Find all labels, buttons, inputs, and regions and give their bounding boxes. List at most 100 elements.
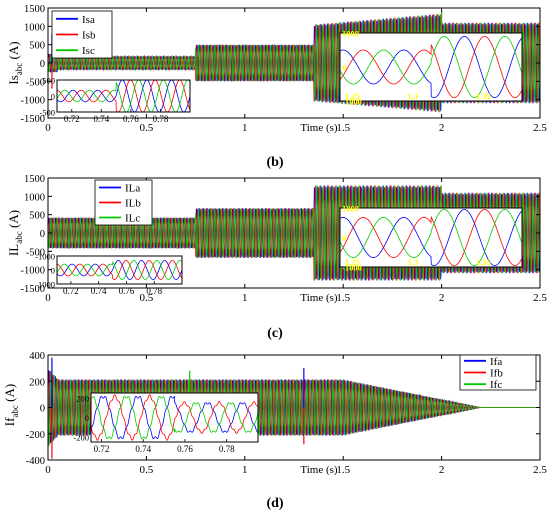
panel-2-inset-0-xtick-label: 0.76 <box>177 444 193 454</box>
panel-0-inset-1-xtick-label: 1.35 <box>476 91 491 101</box>
panel-0-ytick-label: 1500 <box>24 4 45 15</box>
panel-1-inset-1-line-ILa <box>340 209 522 266</box>
panel-2-inset-0-frame <box>90 392 259 443</box>
panel-0-xtick-label: 2.5 <box>533 122 547 134</box>
panel-2-legend-label: Ifa <box>490 356 502 368</box>
panel-2-ytick-label: 0 <box>40 404 45 415</box>
panel-label-b: (b) <box>266 155 284 170</box>
panel-2-ytick-label: -400 <box>26 456 45 467</box>
panel-0-inset-1-line-Isa <box>340 36 522 99</box>
panel-label-c: (c) <box>267 326 283 341</box>
panel-0-xlabel: Time (s) <box>300 122 338 134</box>
panel-1-inset-1-xtick-label: 1.3 <box>407 257 418 267</box>
panel-2-inset-0-ytick-label: -200 <box>73 433 89 443</box>
panel-1-inset-0-xtick-label: 0.74 <box>91 286 107 296</box>
panel-2-legend-label: Ifb <box>490 368 503 380</box>
panel-1-legend-label: ILb <box>125 198 141 210</box>
panel-0-ytick-label: -1500 <box>21 114 46 125</box>
panel-2-xtick-label: 1.5 <box>336 464 350 476</box>
panel-0-inset-0-ytick-label: -500 <box>39 108 55 118</box>
panel-0-inset-0-xtick-label: 0.78 <box>153 114 169 124</box>
panel-0-ytick-label: -1000 <box>21 96 46 107</box>
panel-1-inset-0-ytick-label: 0 <box>51 266 55 276</box>
panel-2-inset-0-line-Ifc <box>91 395 258 440</box>
panel-1-ytick-label: -1500 <box>21 284 46 295</box>
panel-2-xlabel: Time (s) <box>300 464 338 476</box>
panel-0-inset-0-line-Isc <box>57 80 190 112</box>
panel-0-xtick-label: 2 <box>439 122 445 134</box>
panel-2-inset-0-xtick-label: 0.78 <box>219 444 235 454</box>
panel-0-legend-label: Isa <box>82 14 95 26</box>
panel-1-inset-0-line-ILc <box>57 260 182 280</box>
panel-2-inset-0: -200 0 200 0.72 0.74 0.76 0.78 <box>73 392 259 454</box>
panel-0-inset-1-line-Isb <box>340 36 522 99</box>
panel-1-ylabel: ILabc (A) <box>6 210 24 256</box>
panel-0-inset-1-ytick-label: 1000 <box>342 29 359 39</box>
panel-1-inset-1-line-ILb <box>340 209 522 266</box>
panel-1-inset-1-xtick-label: 1.25 <box>345 257 360 267</box>
panel-1-inset-0-xtick-label: 0.72 <box>63 286 79 296</box>
panel-2-inset-0-xtick-label: 0.72 <box>94 444 110 454</box>
panel-1-inset-1-ytick-label: 1000 <box>342 204 359 214</box>
panel-0-ylabel: Isabc (A) <box>6 41 24 84</box>
panel-1-inset-1-ytick-label: 0 <box>342 233 346 243</box>
panel-0-inset-1-frame <box>339 32 523 102</box>
panel-0-inset-1-line-Isc <box>340 35 522 99</box>
panel-2-ylabel: Ifabc (A) <box>2 384 20 426</box>
panel-2-inset-0-line-Ifb <box>91 394 258 441</box>
panel-0-ytick-label: 500 <box>29 41 45 52</box>
panel-0-ytick-label: -500 <box>26 77 45 88</box>
panel-0-ytick-label: 0 <box>40 59 45 70</box>
panel-1-inset-1-xtick-label: 1.35 <box>476 257 491 267</box>
panel-1-ytick-label: 0 <box>40 229 45 240</box>
panel-1: 0 0.5 1 1.5 2 2.5-1500-1000-500050010001500Ti… <box>6 174 547 304</box>
panel-0-inset-0-line-Isa <box>57 80 190 112</box>
panel-1-xtick-label: 0.5 <box>140 292 154 304</box>
panel-2-inset-0-waves <box>91 394 258 441</box>
panel-1-xtick-label: 2 <box>439 292 445 304</box>
panel-0-inset-0-xtick-label: 0.74 <box>93 114 109 124</box>
panel-1-inset-0-ytick-label: 1000 <box>38 280 55 290</box>
panel-1-line-ILb <box>48 185 540 281</box>
panel-1-inset-1: -1000 0 1000 1.25 1.3 1.35 <box>339 204 523 273</box>
panel-2-xtick-label: 2 <box>439 464 445 476</box>
panel-1-inset-1-frame <box>339 207 523 268</box>
panel-1-xtick-label: 2.5 <box>533 292 547 304</box>
panel-0-legend-label: Isc <box>82 45 95 57</box>
panel-0-inset-0-xtick-label: 0.76 <box>123 114 139 124</box>
panel-2-ytick-label: 200 <box>29 377 45 388</box>
panel-2-inset-0-ytick-label: 0 <box>85 413 89 423</box>
panel-2-line-Ifc <box>48 371 540 446</box>
panel-1-legend: ILa ILb ILc <box>94 179 153 226</box>
panel-1-inset-0-frame <box>56 255 183 285</box>
panel-2-ytick-label: 400 <box>29 351 45 362</box>
panel-0-inset-0-ytick-label: 500 <box>42 76 55 86</box>
panel-2-xtick-label: 0.5 <box>140 464 154 476</box>
panel-0-legend: Isa Isb Isc <box>51 10 113 59</box>
panel-0-inset-1-xtick-label: 1.3 <box>407 91 418 101</box>
panel-0-line-Isc <box>48 13 540 113</box>
panel-1-inset-1-line-ILc <box>340 209 522 266</box>
panel-2-ytick-label: -200 <box>26 430 45 441</box>
panel-1-legend-label: ILa <box>125 183 140 195</box>
panel-0-inset-1-ytick-label: 0 <box>342 63 346 73</box>
panel-1-ytick-label: -1000 <box>21 266 46 277</box>
panel-0-xtick-label: 0.5 <box>140 122 154 134</box>
panel-0-inset-1-xtick-label: 1.25 <box>345 91 360 101</box>
panel-2-inset-0-ytick-label: 200 <box>76 393 89 403</box>
panel-1-xlabel: Time (s) <box>300 292 338 304</box>
panel-2: 0 0.5 1 1.5 2 2.5 -400 -200 0 200 400 Time (s) Ifabc… <box>2 351 547 476</box>
panel-1-ytick-label: 1500 <box>24 174 45 185</box>
panel-1-xtick-label: 1 <box>242 292 248 304</box>
panel-0-legend-label: Isb <box>82 30 96 42</box>
panel-0-inset-0: -500 0 500 0.72 0.74 0.76 0.78 <box>39 76 191 124</box>
panel-0-inset-1-ytick-label: -1000 <box>342 97 362 107</box>
panel-0-xtick-label: 0 <box>45 122 51 134</box>
panel-2-inset-0-line-Ifa <box>91 395 258 440</box>
panel-1-inset-0-xtick-label: 0.76 <box>119 286 135 296</box>
panel-1-inset-0-line-ILa <box>57 260 182 280</box>
panel-0-inset-0-frame <box>56 79 191 113</box>
panel-1-ytick-label: -500 <box>26 247 45 258</box>
panel-1-inset-0-xtick-label: 0.78 <box>146 286 162 296</box>
